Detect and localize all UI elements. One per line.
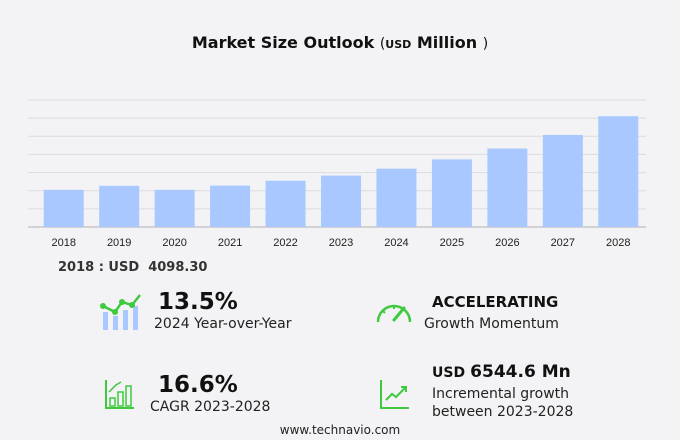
- cagr-label: CAGR 2023-2028: [150, 399, 271, 415]
- x-tick-label: 2023: [329, 237, 353, 249]
- chart-title: Market Size Outlook (USD Million ): [0, 33, 680, 52]
- yoy-label: 2024 Year-over-Year: [154, 316, 292, 332]
- speedometer-icon: [376, 304, 412, 323]
- x-tick-label: 2028: [606, 237, 630, 249]
- x-tick-label: 2019: [107, 237, 131, 249]
- x-tick-label: 2020: [162, 237, 186, 249]
- x-tick-label: 2025: [440, 237, 464, 249]
- momentum-value: ACCELERATING: [432, 293, 559, 311]
- x-tick-label: 2024: [384, 237, 408, 249]
- bar-2021: [210, 185, 251, 227]
- bar-2028: [598, 116, 639, 227]
- x-tick-label: 2018: [51, 237, 75, 249]
- base-year-value: 2018 : USD 4098.30: [58, 260, 208, 275]
- bar-2023: [321, 175, 361, 227]
- bar-2027: [542, 134, 583, 227]
- footer-url: www.technavio.com: [279, 423, 401, 437]
- growth-bars-icon: [105, 380, 134, 409]
- title-paren: (: [379, 36, 386, 52]
- yoy-value: 13.5%: [158, 289, 238, 315]
- title-unit-small: USD: [385, 38, 412, 51]
- title-paren-close: ): [482, 36, 489, 52]
- bar-2022: [265, 180, 306, 227]
- bar-2025: [431, 159, 472, 227]
- incremental-label-2: between 2023-2028: [432, 404, 574, 420]
- bar-chart: 2018 2019 2020 2021 2022 2023 2024 2025 2026 2027…: [28, 99, 646, 249]
- bar-2026: [487, 148, 528, 227]
- bar-line-chart-icon: [100, 294, 141, 330]
- cagr-value: 16.6%: [158, 372, 238, 398]
- bar-2018: [43, 189, 84, 227]
- x-tick-label: 2022: [273, 237, 297, 249]
- incremental-prefix: USD: [432, 365, 466, 381]
- bar-2024: [376, 168, 417, 227]
- incremental-label-1: Incremental growth: [432, 386, 570, 402]
- x-tick-label: 2026: [495, 237, 519, 249]
- trend-line-icon: [380, 380, 409, 409]
- x-tick-label: 2027: [551, 237, 575, 249]
- title-main: Market Size Outlook: [191, 33, 375, 52]
- momentum-label: Growth Momentum: [424, 316, 559, 332]
- bar-2019: [99, 185, 140, 227]
- incremental-value: 6544.6 Mn: [470, 362, 571, 382]
- title-unit: Million: [416, 33, 478, 52]
- x-tick-label: 2021: [218, 237, 242, 249]
- bar-2020: [154, 189, 195, 227]
